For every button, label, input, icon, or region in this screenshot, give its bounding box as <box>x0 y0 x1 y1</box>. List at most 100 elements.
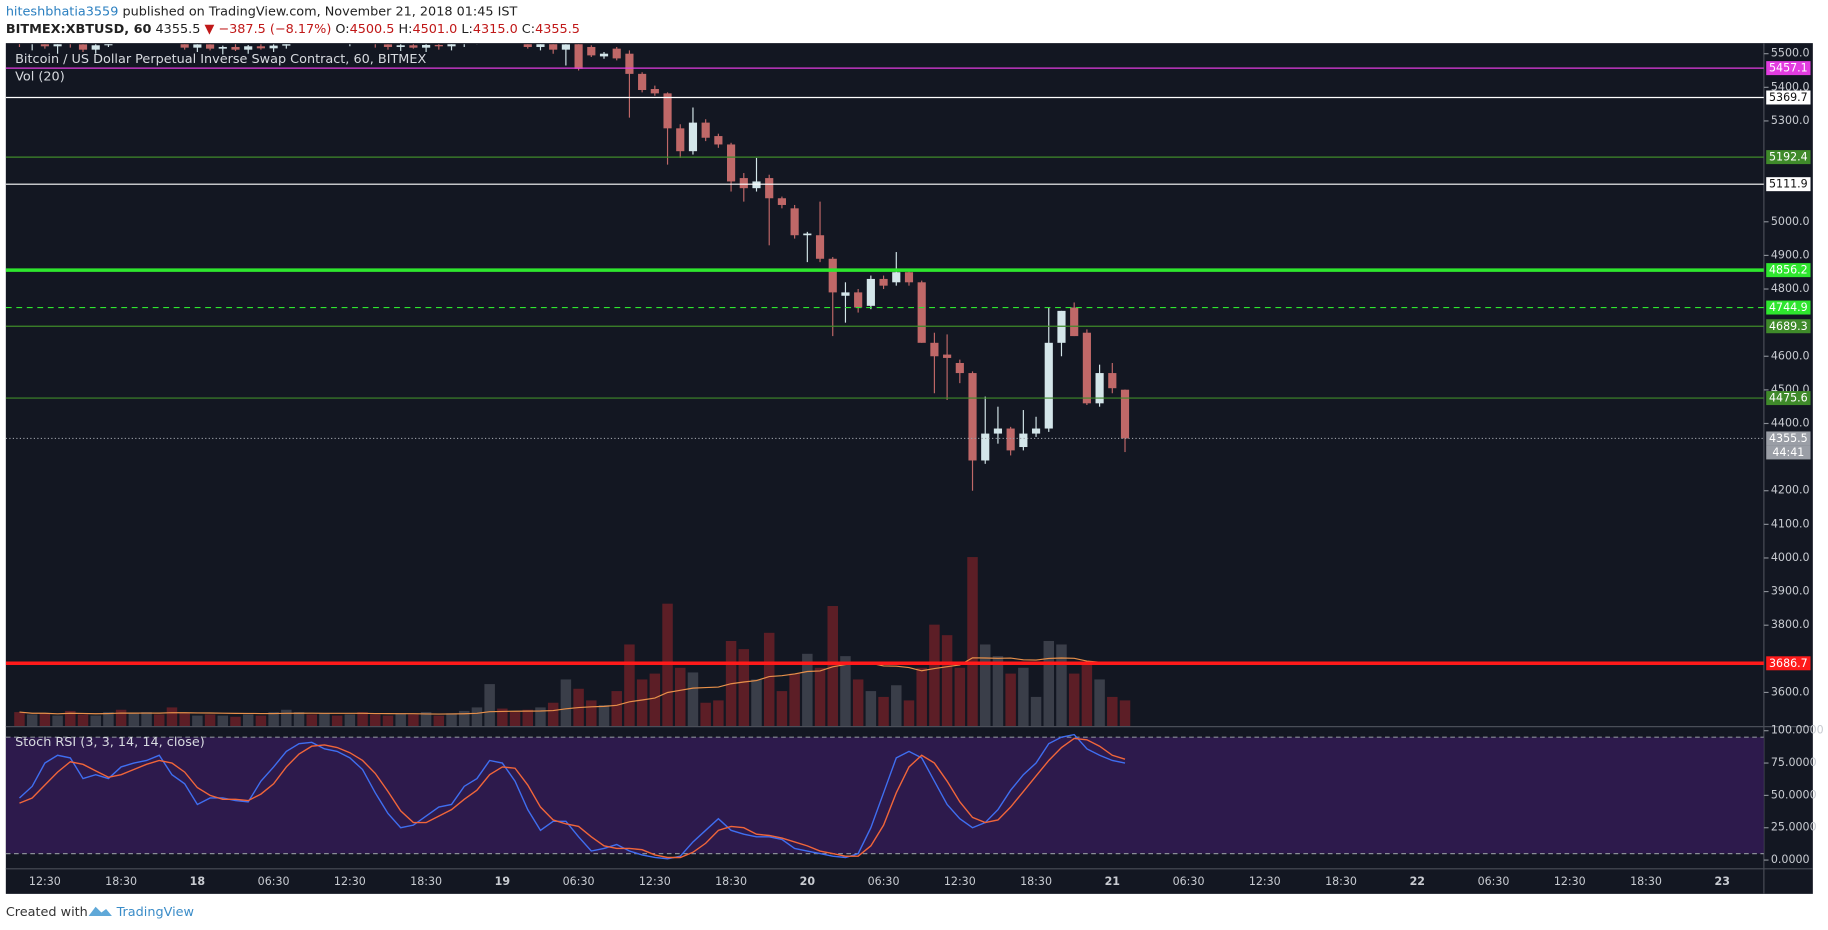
volume-bar <box>827 606 838 727</box>
volume-bar <box>306 714 317 727</box>
x-tick-label: 18:30 <box>1630 875 1662 888</box>
volume-bar <box>1043 640 1055 727</box>
volume-bar <box>1030 696 1042 727</box>
level-label: 3686.7 <box>1769 657 1808 670</box>
level-label-box <box>1766 431 1811 446</box>
axes: 5500.0 5400.0 5300.0 5000.0 4900.0 4800.0 4600… <box>29 47 1824 889</box>
volume-bar <box>802 653 813 727</box>
candle-body <box>650 88 659 94</box>
candle-body <box>218 46 227 49</box>
candle-body <box>269 45 278 49</box>
candle-body <box>422 44 431 48</box>
y-tick-label: 4200.0 <box>1771 484 1810 497</box>
candle-body <box>676 128 685 152</box>
last-price: 4355.5 <box>156 22 201 37</box>
volume-bar <box>103 712 114 727</box>
x-tick-label: 06:30 <box>1173 875 1205 888</box>
y-tick-label: 5500.0 <box>1771 47 1810 60</box>
y-tick-label: 4100.0 <box>1771 517 1810 530</box>
candle-body <box>536 44 545 47</box>
candle-body <box>447 44 456 47</box>
volume-bar <box>624 644 635 727</box>
candle-body <box>1057 310 1066 343</box>
candle-body <box>587 46 596 56</box>
candle-body <box>231 46 240 50</box>
volume-bar <box>141 712 152 727</box>
candle-body <box>104 44 113 46</box>
x-tick-label: 06:30 <box>563 875 595 888</box>
volume-bar <box>255 715 267 727</box>
candle-body <box>409 45 418 48</box>
candle-body <box>981 433 990 461</box>
created-with: Created with <box>6 905 88 920</box>
candle-body <box>256 46 265 49</box>
volume-bar <box>560 679 572 727</box>
y-tick-label: 4400.0 <box>1771 416 1810 429</box>
candle-body <box>854 292 863 308</box>
candle-body <box>1070 307 1079 337</box>
volume-bar <box>217 715 229 727</box>
level-label-box <box>1766 263 1811 278</box>
candle-body <box>549 44 558 50</box>
volume-bar <box>865 691 877 727</box>
candle-body <box>523 44 532 47</box>
volume-bar <box>52 715 63 727</box>
y-tick-label: 100.0000 <box>1771 724 1824 737</box>
candle-body <box>943 354 952 358</box>
volume-bar <box>471 707 483 727</box>
volume-bar <box>319 713 330 727</box>
candle-body <box>866 278 875 306</box>
volume-bar <box>1094 679 1105 727</box>
volume-bar <box>789 673 800 727</box>
candle-body <box>752 181 761 189</box>
stoch-pane <box>5 733 1764 860</box>
x-tick-label: 12:30 <box>29 875 61 888</box>
volume-bar <box>1005 673 1016 727</box>
volume-bar <box>903 700 915 727</box>
stoch-line <box>19 737 1126 859</box>
volume-bar <box>446 713 457 727</box>
level-label: 5457.1 <box>1769 62 1808 75</box>
volume-bar <box>293 712 305 727</box>
level-label: 4856.2 <box>1769 264 1808 277</box>
countdown-box <box>1766 445 1811 460</box>
volume-bar <box>687 672 699 727</box>
candle-body <box>790 208 799 236</box>
brand: TradingView <box>116 905 194 920</box>
candle-body <box>1120 389 1130 439</box>
stoch-title: Stoch RSI (3, 3, 14, 14, close) <box>15 735 205 750</box>
y-tick-label: 4600.0 <box>1771 349 1810 362</box>
candle-body <box>180 44 189 48</box>
volume-bar <box>1119 700 1131 727</box>
change: ▼ −387.5 (−8.17%) <box>204 22 331 37</box>
volume-bar <box>1018 667 1029 727</box>
volume-bar <box>344 714 356 727</box>
candle-body <box>396 45 405 47</box>
volume-bar <box>547 702 559 727</box>
volume-bar <box>115 709 127 727</box>
x-tick-label: 12:30 <box>1249 875 1281 888</box>
volume-bar <box>77 714 89 727</box>
author: hiteshbhatia3559 <box>6 4 119 19</box>
x-tick-label: 18:30 <box>715 875 747 888</box>
volume-bar <box>776 691 788 727</box>
candle-body <box>574 44 583 69</box>
volume-bar <box>840 656 851 727</box>
candle-body <box>701 122 710 138</box>
published: published on TradingView.com, November 2… <box>122 4 517 19</box>
x-tick-label: 22 <box>1410 875 1425 888</box>
ohlc-key: O: <box>335 22 349 37</box>
volume-bar <box>382 715 394 727</box>
candle-body <box>625 53 634 74</box>
level-label: 4355.5 <box>1769 432 1808 445</box>
candle-body <box>904 272 914 283</box>
candle-body <box>40 44 49 47</box>
candle-body <box>968 373 977 461</box>
candle-body <box>434 44 443 47</box>
x-tick-label: 12:30 <box>639 875 671 888</box>
volume-bar <box>90 715 101 727</box>
symbol: BITMEX:XBTUSD, 60 <box>6 22 152 37</box>
candle-body <box>561 44 570 50</box>
level-label-box <box>1766 90 1811 105</box>
